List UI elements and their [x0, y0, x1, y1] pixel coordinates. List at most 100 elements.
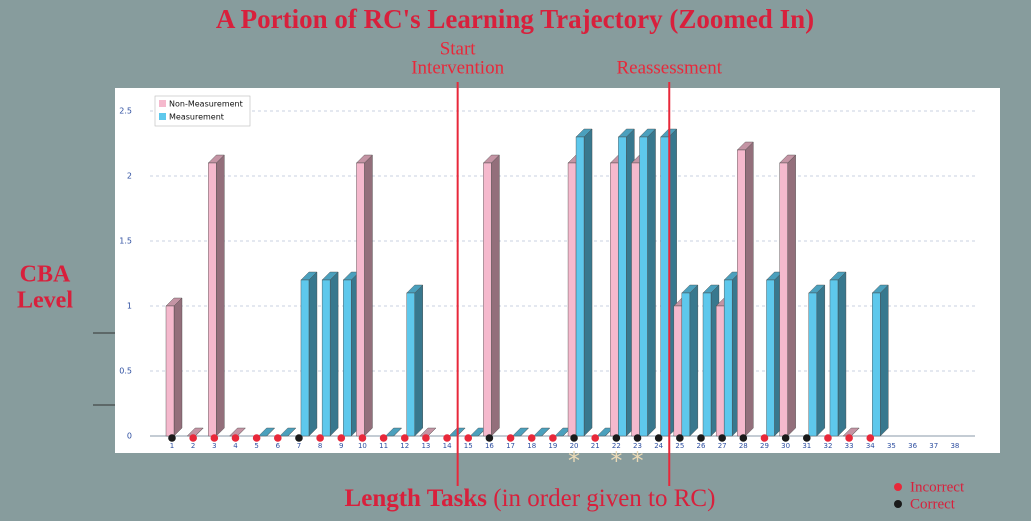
bar-side — [745, 141, 754, 437]
outcome-dot — [316, 434, 324, 442]
y-label: CBA — [20, 262, 71, 288]
outcome-dot — [718, 434, 726, 442]
x-tick-label: 11 — [379, 442, 388, 450]
bar — [512, 427, 530, 437]
outcome-legend-label: Incorrect — [910, 479, 965, 495]
outcome-dot — [485, 434, 494, 442]
x-tick-label: 17 — [506, 442, 515, 450]
outcome-dot — [168, 434, 176, 442]
asterisk: * — [568, 447, 580, 475]
bar — [639, 128, 657, 437]
annotation-label: Intervention — [411, 57, 504, 78]
y-tick-label: 2 — [127, 172, 132, 181]
bar-side — [647, 128, 656, 437]
x-tick-label: 33 — [845, 442, 854, 450]
bar — [736, 141, 754, 437]
bar-front — [567, 162, 577, 437]
bar-front — [575, 136, 585, 437]
x-tick-label: 36 — [908, 442, 917, 450]
outcome-dot — [252, 434, 261, 442]
legend-swatch — [159, 100, 166, 107]
outcome-dot — [824, 434, 832, 442]
bar — [258, 427, 276, 437]
bar-front — [702, 292, 712, 437]
outcome-dot — [210, 434, 219, 442]
x-tick-label: 18 — [527, 442, 536, 450]
x-tick-label: 1 — [170, 442, 174, 450]
outcome-dot — [379, 434, 388, 442]
outcome-legend-label: Correct — [910, 496, 956, 512]
x-tick-label: 20 — [570, 442, 579, 450]
outcome-dot — [464, 434, 473, 442]
bar — [300, 271, 318, 437]
bar-front — [715, 305, 725, 437]
x-tick-label: 12 — [400, 442, 409, 450]
bar-front — [321, 279, 331, 437]
chart-title: A Portion of RC's Learning Trajectory (Z… — [216, 4, 814, 34]
outcome-dot — [591, 434, 599, 442]
y-label: Level — [17, 288, 73, 314]
x-tick-label: 19 — [548, 442, 557, 450]
outcome-dot — [866, 434, 875, 442]
x-tick-label: 24 — [654, 442, 663, 450]
bar-side — [689, 284, 699, 437]
x-label-part: (in order given to RC) — [487, 485, 715, 512]
bar-side — [364, 154, 373, 437]
bar-front — [483, 162, 492, 437]
y-tick-label: 0.5 — [119, 367, 132, 376]
outcome-dot — [549, 434, 557, 442]
bar-side — [308, 271, 318, 437]
annotation-label: Reassessment — [616, 57, 722, 78]
outcome-dot — [803, 434, 811, 442]
bar-top — [279, 427, 297, 437]
outcome-dot — [612, 434, 621, 442]
bar-front — [737, 149, 746, 437]
bar — [808, 284, 826, 437]
bar-side — [880, 284, 889, 437]
x-tick-label: 8 — [318, 442, 322, 450]
bar-top — [258, 427, 276, 437]
x-tick-label: 16 — [485, 442, 494, 450]
bar — [355, 154, 373, 437]
bar-front — [165, 305, 175, 437]
outcome-dot — [633, 434, 642, 442]
outcome-dot — [400, 434, 409, 442]
bar — [482, 154, 500, 437]
bar — [279, 427, 297, 437]
bar — [681, 284, 699, 437]
bar-front — [639, 136, 648, 437]
outcome-dot — [654, 434, 663, 442]
bar-front — [406, 292, 415, 437]
bar-front — [829, 279, 839, 437]
y-tick-label: 2.5 — [119, 107, 132, 116]
x-tick-label: 28 — [739, 442, 748, 450]
x-tick-label: 10 — [358, 442, 367, 450]
bar-side — [837, 271, 847, 437]
bar — [321, 271, 339, 437]
x-tick-label: 32 — [823, 442, 832, 450]
bar-front — [673, 305, 683, 437]
x-tick-label: 22 — [612, 442, 621, 450]
y-tick-label: 0 — [127, 432, 132, 441]
outcome-legend-dot — [894, 500, 902, 508]
x-tick-label: 31 — [802, 442, 811, 450]
outcome-dot — [527, 434, 536, 442]
outcome-dot — [295, 434, 303, 442]
x-tick-label: 26 — [697, 442, 706, 450]
bar-front — [681, 292, 691, 437]
bar-side — [329, 271, 339, 437]
bar-top — [385, 427, 403, 437]
x-tick-label: 27 — [718, 442, 727, 450]
outcome-dot — [443, 434, 451, 442]
x-tick-label: 29 — [760, 442, 769, 450]
x-label-part: Length Tasks — [345, 485, 488, 512]
bar-side — [816, 284, 825, 437]
outcome-dot — [570, 434, 578, 442]
bar — [385, 427, 403, 437]
outcome-dot — [697, 434, 705, 442]
bar — [575, 128, 593, 437]
bar-side — [583, 128, 593, 437]
bar-side — [787, 154, 796, 437]
bar-front — [660, 136, 669, 437]
legend-swatch — [159, 113, 166, 120]
